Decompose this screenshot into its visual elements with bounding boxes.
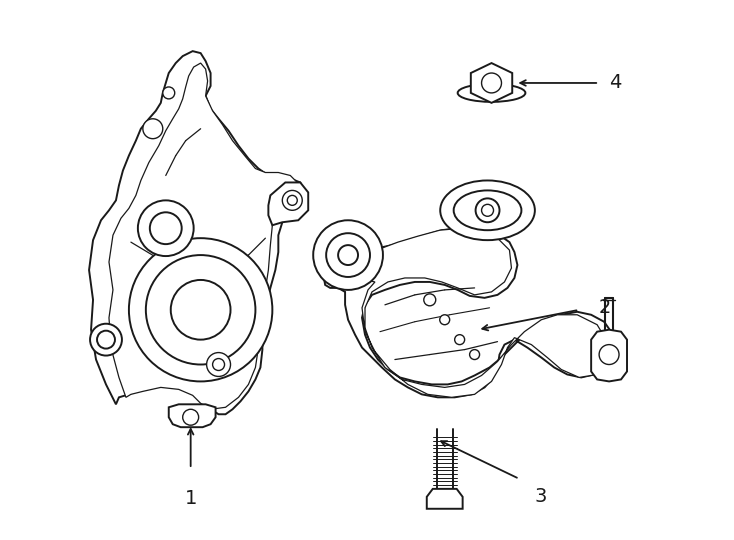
Ellipse shape bbox=[440, 180, 535, 240]
Circle shape bbox=[454, 335, 465, 345]
Text: 2: 2 bbox=[599, 298, 611, 318]
Circle shape bbox=[171, 280, 230, 340]
Ellipse shape bbox=[458, 84, 526, 102]
Circle shape bbox=[313, 220, 383, 290]
Polygon shape bbox=[591, 330, 627, 381]
Circle shape bbox=[470, 349, 479, 360]
Circle shape bbox=[213, 359, 225, 370]
Polygon shape bbox=[269, 183, 308, 225]
Ellipse shape bbox=[454, 191, 521, 230]
Polygon shape bbox=[322, 222, 614, 397]
Circle shape bbox=[163, 87, 175, 99]
Circle shape bbox=[150, 212, 182, 244]
Polygon shape bbox=[109, 63, 298, 409]
Circle shape bbox=[287, 195, 297, 205]
Circle shape bbox=[138, 200, 194, 256]
Polygon shape bbox=[169, 404, 216, 427]
Circle shape bbox=[206, 353, 230, 376]
Circle shape bbox=[599, 345, 619, 364]
Circle shape bbox=[143, 119, 163, 139]
Circle shape bbox=[482, 73, 501, 93]
Circle shape bbox=[146, 255, 255, 364]
Circle shape bbox=[90, 323, 122, 355]
Circle shape bbox=[482, 204, 493, 217]
Text: 1: 1 bbox=[184, 489, 197, 508]
Circle shape bbox=[283, 191, 302, 210]
Circle shape bbox=[97, 330, 115, 349]
Polygon shape bbox=[426, 489, 462, 509]
Circle shape bbox=[476, 198, 500, 222]
Circle shape bbox=[440, 315, 450, 325]
Polygon shape bbox=[330, 228, 609, 397]
Polygon shape bbox=[89, 51, 305, 414]
Circle shape bbox=[424, 294, 436, 306]
Text: 3: 3 bbox=[534, 487, 547, 506]
Circle shape bbox=[338, 245, 358, 265]
Polygon shape bbox=[470, 63, 512, 103]
Circle shape bbox=[326, 233, 370, 277]
Text: 4: 4 bbox=[609, 73, 622, 92]
Circle shape bbox=[183, 409, 199, 425]
Circle shape bbox=[129, 238, 272, 381]
